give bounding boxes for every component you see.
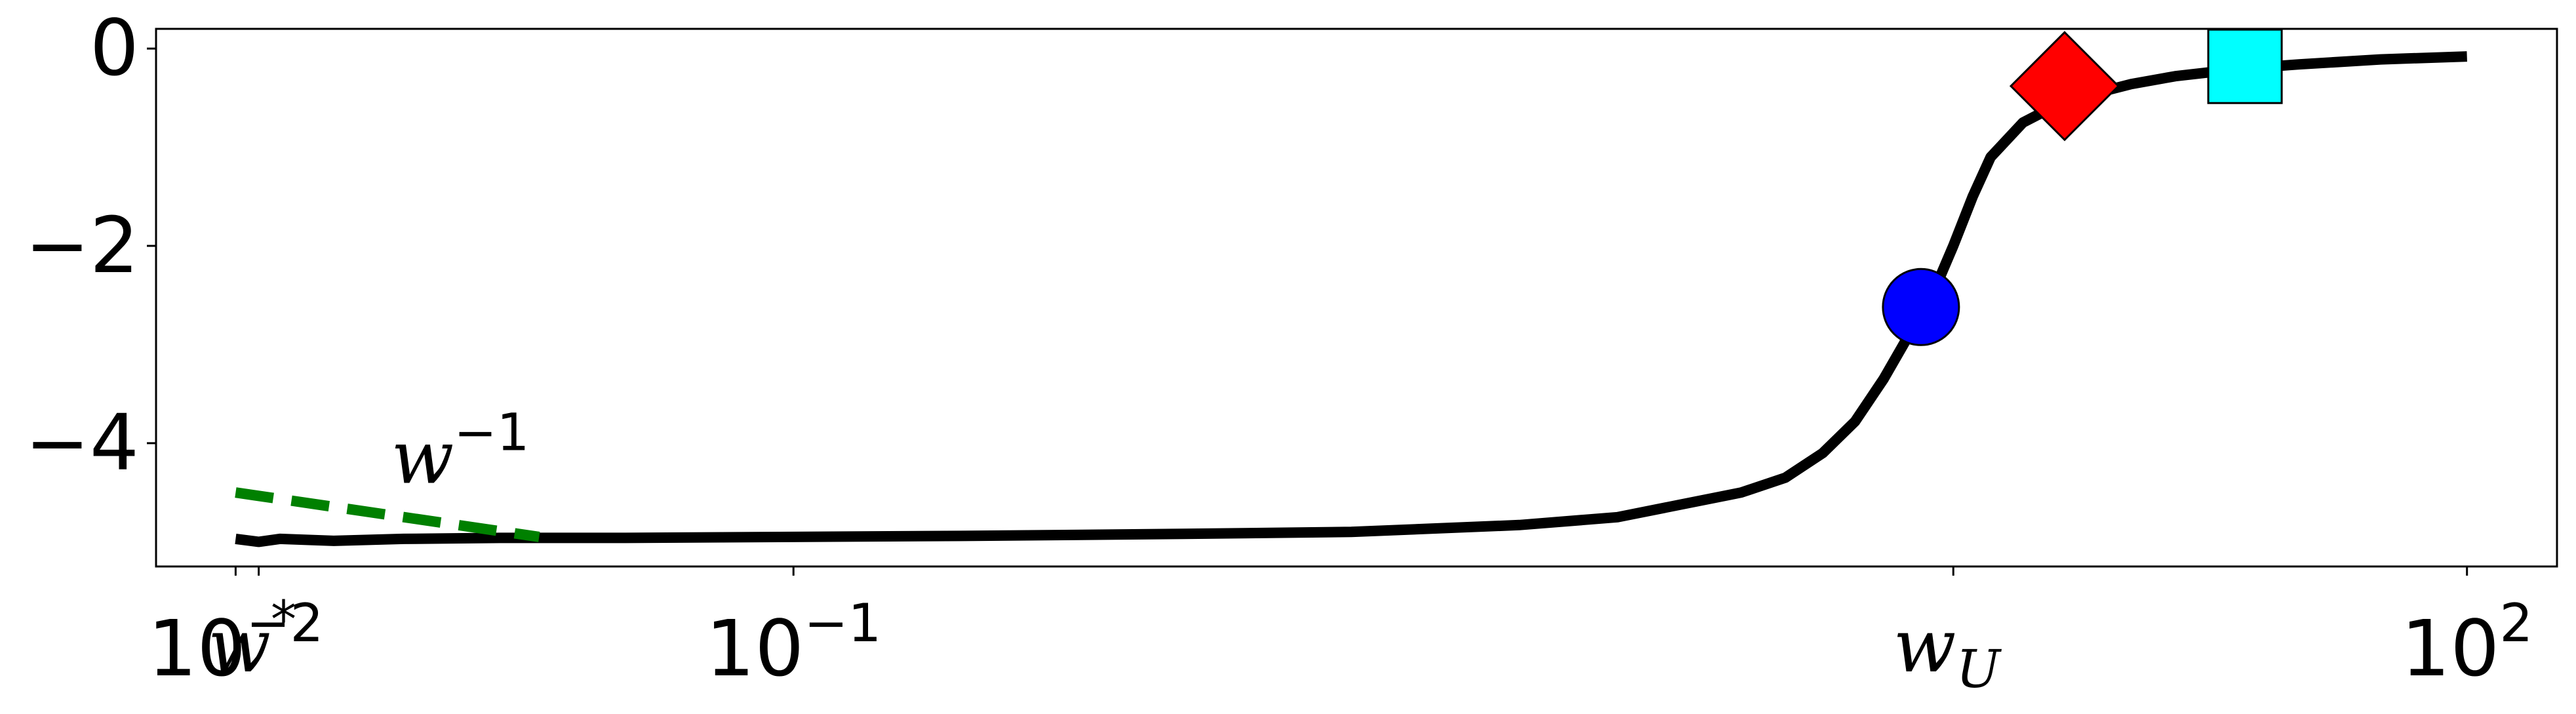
special-tick-label: w* xyxy=(208,591,296,689)
square-marker xyxy=(2207,28,2283,104)
x-tick-base: 10 xyxy=(148,603,246,694)
special-tick-label: wU xyxy=(1893,604,2002,700)
x-tick-exponent: −2 xyxy=(246,593,323,654)
y-tick-label: 0 xyxy=(90,3,139,93)
plot-frame xyxy=(155,28,2558,568)
special-tick-base: w xyxy=(1893,604,1956,689)
special-tick-subscript: U xyxy=(1956,639,2002,700)
x-tick-exponent: 2 xyxy=(2499,593,2533,654)
x-tick-label: 10−1 xyxy=(705,593,881,694)
asymptote-dashed-line xyxy=(235,487,540,542)
y-tick-label: −4 xyxy=(25,397,139,488)
annotation-superscript: −1 xyxy=(454,403,529,462)
circle-marker xyxy=(1882,268,1960,346)
x-tick-base: 10 xyxy=(2401,603,2499,694)
x-tick-exponent: −1 xyxy=(804,593,881,654)
x-tick-label: 102 xyxy=(2401,593,2533,694)
x-tick-label: 10−2 xyxy=(148,593,323,694)
x-tick-base: 10 xyxy=(705,603,804,694)
diamond-marker xyxy=(2009,31,2120,142)
main-curve xyxy=(235,51,2467,547)
annotation-base: w xyxy=(391,415,454,500)
annotation-layer: w−1 xyxy=(391,403,530,500)
special-tick-superscript: * xyxy=(271,591,296,650)
slope-annotation: w−1 xyxy=(391,403,530,500)
marker-layer xyxy=(1882,28,2283,346)
special-tick-base: w xyxy=(208,604,271,689)
y-tick-label: −2 xyxy=(25,200,139,290)
series-layer xyxy=(235,51,2467,547)
